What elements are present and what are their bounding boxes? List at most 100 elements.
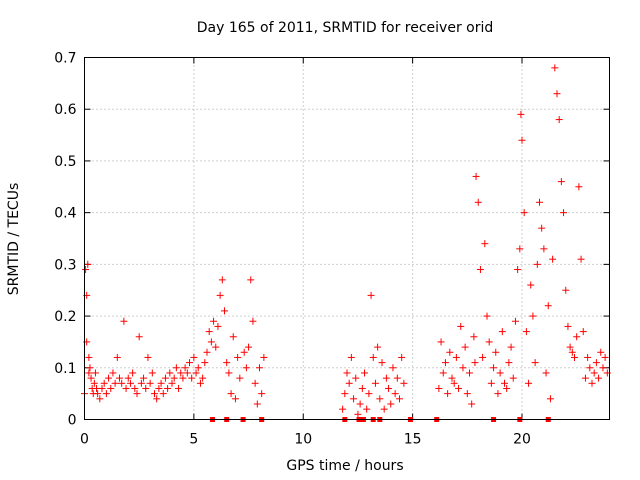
- data-point: [474, 198, 482, 206]
- data-point: [363, 405, 371, 413]
- y-tick-label: 0.2: [54, 309, 76, 325]
- data-point: [367, 291, 375, 299]
- x-tick-label: 5: [189, 432, 198, 448]
- data-point: [253, 400, 261, 408]
- data-point: [247, 276, 255, 284]
- data-point: [227, 390, 235, 398]
- data-point: [560, 209, 568, 217]
- data-point: [102, 390, 110, 398]
- y-tick-label: 0.6: [54, 102, 76, 118]
- data-point: [568, 348, 576, 356]
- data-point: [437, 338, 445, 346]
- data-point: [435, 384, 443, 392]
- data-point: [457, 322, 465, 330]
- data-point: [260, 353, 268, 361]
- data-point: [511, 317, 519, 325]
- data-point: [218, 276, 226, 284]
- data-point: [240, 348, 248, 356]
- data-point: [378, 359, 386, 367]
- data-point: [531, 359, 539, 367]
- data-point: [503, 384, 511, 392]
- x-tick-label: 20: [513, 432, 531, 448]
- data-point: [485, 338, 493, 346]
- data-point: [571, 353, 578, 361]
- data-point: [122, 384, 130, 392]
- data-point: [339, 405, 347, 413]
- y-axis-label: SRMTID / TECUs: [6, 183, 22, 296]
- data-point: [155, 384, 163, 392]
- data-point: [166, 369, 174, 377]
- data-point: [361, 369, 368, 377]
- data-point: [177, 369, 185, 377]
- data-point: [398, 353, 406, 361]
- data-point: [188, 374, 196, 382]
- data-point: [581, 374, 589, 382]
- data-point: [525, 379, 533, 387]
- data-point: [509, 374, 517, 382]
- y-tick-label: 0.3: [54, 257, 76, 273]
- data-point: [203, 348, 211, 356]
- data-point: [533, 260, 541, 268]
- data-point: [514, 266, 522, 274]
- data-point: [492, 348, 500, 356]
- data-point: [557, 178, 565, 186]
- y-tick-label: 0.7: [54, 51, 76, 67]
- data-point: [170, 374, 178, 382]
- data-point: [205, 328, 213, 336]
- data-point: [356, 400, 364, 408]
- y-tick-label: 0.1: [54, 361, 76, 377]
- data-point: [109, 369, 117, 377]
- data-point: [225, 369, 233, 377]
- data-point: [517, 110, 525, 118]
- data-point: [540, 245, 548, 253]
- data-point: [181, 364, 189, 372]
- data-point: [91, 369, 99, 377]
- data-point: [380, 405, 388, 413]
- data-point: [144, 353, 152, 361]
- data-point: [168, 379, 176, 387]
- data-point: [452, 353, 460, 361]
- data-point: [234, 353, 242, 361]
- data-point: [365, 390, 373, 398]
- data-point: [555, 116, 563, 124]
- data-point: [245, 343, 253, 351]
- data-point: [483, 312, 491, 320]
- data-point: [242, 364, 250, 372]
- data-point: [179, 374, 187, 382]
- data-point: [120, 317, 128, 325]
- data-point: [249, 317, 257, 325]
- data-point: [542, 369, 550, 377]
- data-point: [256, 364, 263, 372]
- data-point: [529, 312, 537, 320]
- data-point: [343, 369, 351, 377]
- data-point: [481, 240, 489, 248]
- data-point: [551, 64, 559, 72]
- data-point: [194, 364, 202, 372]
- data-point: [577, 255, 585, 263]
- data-point: [85, 369, 93, 377]
- data-point: [371, 379, 379, 387]
- chart-title: Day 165 of 2011, SRMTID for receiver ori…: [197, 20, 494, 36]
- data-point: [479, 353, 487, 361]
- data-point: [595, 374, 603, 382]
- data-point: [575, 183, 583, 191]
- data-point: [85, 353, 93, 361]
- data-point: [161, 374, 169, 382]
- data-point: [87, 374, 95, 382]
- data-point: [341, 390, 349, 398]
- data-point: [459, 364, 467, 372]
- y-tick-label: 0.4: [54, 206, 76, 222]
- data-point: [151, 390, 158, 398]
- data-point: [592, 359, 600, 367]
- data-point: [494, 390, 502, 398]
- data-point: [199, 374, 207, 382]
- data-point: [446, 348, 454, 356]
- data-point: [352, 374, 360, 382]
- data-point: [538, 224, 546, 232]
- data-point: [601, 353, 609, 361]
- data-point: [553, 90, 561, 98]
- data-point: [466, 369, 473, 377]
- data-point: [84, 260, 92, 268]
- data-point: [148, 369, 156, 377]
- data-point: [236, 374, 244, 382]
